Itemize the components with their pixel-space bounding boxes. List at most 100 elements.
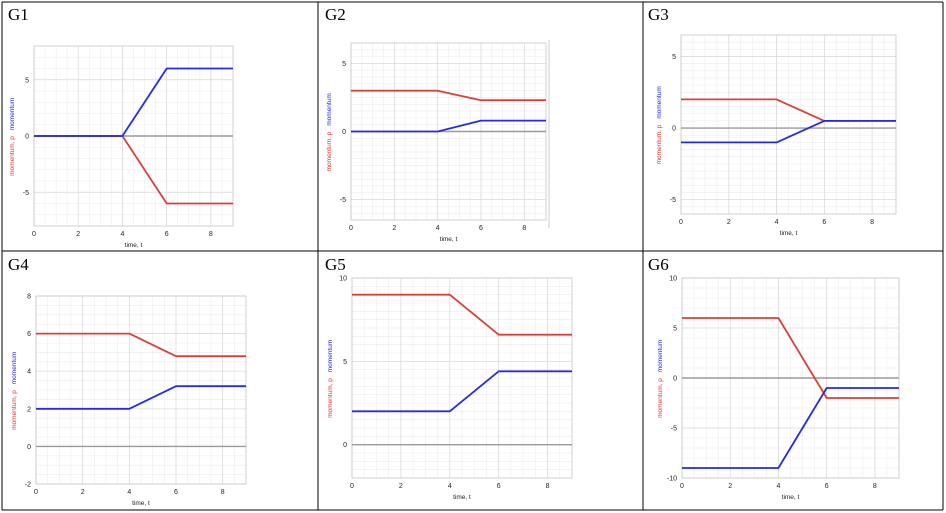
y-tick-label: 5 (672, 54, 676, 61)
x-axis-title: time, t (440, 236, 458, 243)
panel-g1: G1 0 2 4 6 8 -5 0 5 time, t momentum, p momentum (2, 2, 318, 251)
x-tick-label: 2 (81, 489, 85, 496)
chart-g2: 0 2 4 6 8 -5 0 5 time, t momentum, p momentum (326, 42, 547, 243)
y-axis-title-blue: momentum (9, 98, 16, 131)
y-tick-label: -5 (340, 197, 346, 204)
plot-frame (35, 295, 247, 485)
x-tick-label: 8 (546, 483, 550, 490)
x-tick-label: 4 (775, 219, 779, 226)
y-tick-label: -10 (667, 476, 677, 483)
y-tick-label: 10 (339, 276, 347, 283)
series-line-blue (681, 120, 896, 144)
panel-label: G2 (325, 5, 346, 24)
chart-g3: 0 2 4 6 8 -5 0 5 time, t momentum, p momentum (656, 34, 897, 237)
y-tick-label: 5 (343, 359, 347, 366)
plot-area: 0 2 4 6 8 0 5 10 time, t momentum, p momentum (327, 276, 573, 501)
y-axis-title-red: momentum, p (327, 378, 334, 418)
x-tick-label: 6 (165, 231, 169, 238)
x-tick-label: 8 (873, 483, 877, 490)
plot-area: 0 2 4 6 8 -5 0 5 time, t momentum, p momentum (656, 34, 897, 237)
panel-label: G1 (8, 5, 29, 24)
y-tick-label: -5 (23, 190, 29, 197)
x-tick-label: 0 (34, 489, 38, 496)
x-tick-label: 8 (221, 489, 225, 496)
chart-g5: 0 2 4 6 8 0 5 10 time, t momentum, p momentum (327, 276, 573, 501)
x-tick-label: 0 (350, 483, 354, 490)
x-tick-label: 0 (679, 219, 683, 226)
x-tick-label: 0 (680, 483, 684, 490)
x-tick-label: 4 (776, 483, 780, 490)
y-tick-label: 5 (25, 77, 29, 84)
panel-g3: G3 0 2 4 6 8 -5 0 5 time, t momentum, p momentum (643, 2, 943, 251)
plot-area: 0 2 4 6 8 -10 -5 0 5 10 time, t momentum, p momentum (657, 276, 900, 501)
panel-label: G6 (648, 255, 669, 274)
y-axis-title-blue: momentum (11, 352, 18, 385)
plot-area: 0 2 4 6 8 -5 0 5 time, t momentum, p momentum (9, 45, 234, 249)
series-line-red (351, 89, 546, 102)
x-tick-label: 2 (728, 483, 732, 490)
x-axis-title: time, t (453, 494, 471, 501)
x-tick-label: 8 (870, 219, 874, 226)
x-tick-label: 4 (127, 489, 131, 496)
y-tick-label: 10 (669, 276, 677, 283)
x-tick-label: 8 (522, 225, 526, 232)
panel-g4: G4 0 2 4 6 8 -2 0 2 4 6 8 time, t momentum, p momentu… (2, 251, 318, 510)
series-line-red (36, 332, 246, 358)
plot-area: 0 2 4 6 8 -5 0 5 time, t momentum, p momentum (326, 42, 547, 243)
series-line-blue (34, 67, 233, 137)
y-tick-label: -5 (670, 197, 676, 204)
y-axis-title-blue: momentum (656, 86, 663, 119)
plot-frame (351, 277, 573, 479)
panel-label: G5 (325, 255, 346, 274)
series-line-blue (36, 385, 246, 410)
x-tick-label: 0 (349, 225, 353, 232)
y-axis-title-red: momentum, p (326, 131, 333, 171)
y-tick-label: 0 (342, 129, 346, 136)
series-line-red (682, 317, 899, 399)
y-axis-title-blue: momentum (326, 93, 333, 126)
x-tick-label: 6 (479, 225, 483, 232)
x-tick-label: 6 (825, 483, 829, 490)
plot-frame (680, 34, 897, 215)
x-axis-title: time, t (780, 230, 798, 237)
panel-g5: G5 0 2 4 6 8 0 5 10 time, t momentum, p momentum (318, 251, 643, 510)
chart-g6: 0 2 4 6 8 -10 -5 0 5 10 time, t momentum, p momentum (657, 276, 900, 501)
y-axis-title-blue: momentum (657, 340, 664, 373)
y-axis-title-red: momentum, p (11, 390, 18, 430)
x-tick-label: 4 (448, 483, 452, 490)
x-tick-label: 0 (32, 231, 36, 238)
y-tick-label: 0 (673, 376, 677, 383)
x-axis-title: time, t (782, 494, 800, 501)
x-tick-label: 2 (399, 483, 403, 490)
x-tick-label: 6 (822, 219, 826, 226)
panel-g6: G6 0 2 4 6 8 -10 -5 0 5 10 time, t momentum, p momen… (643, 251, 943, 510)
x-tick-label: 2 (76, 231, 80, 238)
y-axis-title-red: momentum, p (9, 136, 16, 176)
x-tick-label: 2 (392, 225, 396, 232)
x-axis-title: time, t (132, 500, 150, 507)
y-tick-label: 4 (27, 369, 31, 376)
x-tick-label: 8 (209, 231, 213, 238)
y-tick-label: -2 (25, 482, 31, 489)
y-tick-label: 0 (672, 126, 676, 133)
y-tick-label: 0 (27, 444, 31, 451)
series-line-blue (352, 370, 572, 413)
y-tick-label: 0 (343, 442, 347, 449)
y-axis-title-blue: momentum (327, 340, 334, 373)
x-tick-label: 4 (120, 231, 124, 238)
panel-label: G3 (648, 5, 669, 24)
y-tick-label: -5 (671, 426, 677, 433)
x-axis-title: time, t (125, 242, 143, 249)
y-axis-title-red: momentum, p (656, 124, 663, 164)
x-tick-label: 6 (174, 489, 178, 496)
y-tick-label: 5 (342, 61, 346, 68)
chart-g1: 0 2 4 6 8 -5 0 5 time, t momentum, p momentum (9, 45, 234, 249)
x-tick-label: 6 (497, 483, 501, 490)
x-tick-label: 4 (436, 225, 440, 232)
y-tick-label: 8 (27, 294, 31, 301)
y-axis-title-red: momentum, p (657, 378, 664, 418)
panel-g2: G2 0 2 4 6 8 -5 0 5 time, t momentum, p momentum (318, 2, 643, 251)
